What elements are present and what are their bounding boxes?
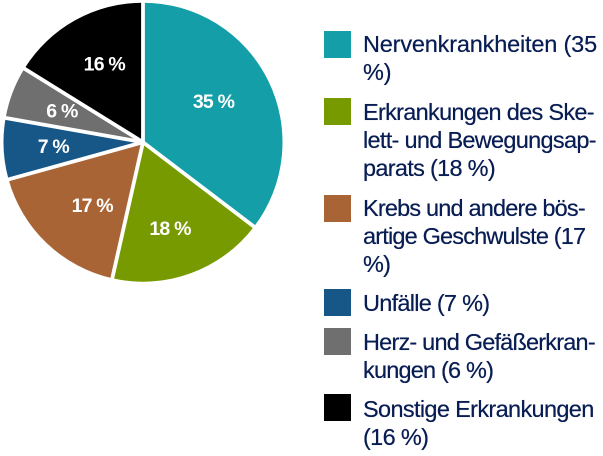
svg-text:17 %: 17 % [72, 195, 114, 217]
svg-text:7 %: 7 % [38, 136, 70, 158]
svg-text:35 %: 35 % [193, 91, 235, 113]
svg-text:6 %: 6 % [46, 100, 78, 122]
svg-text:18 %: 18 % [149, 218, 191, 240]
svg-text:16 %: 16 % [84, 54, 126, 76]
